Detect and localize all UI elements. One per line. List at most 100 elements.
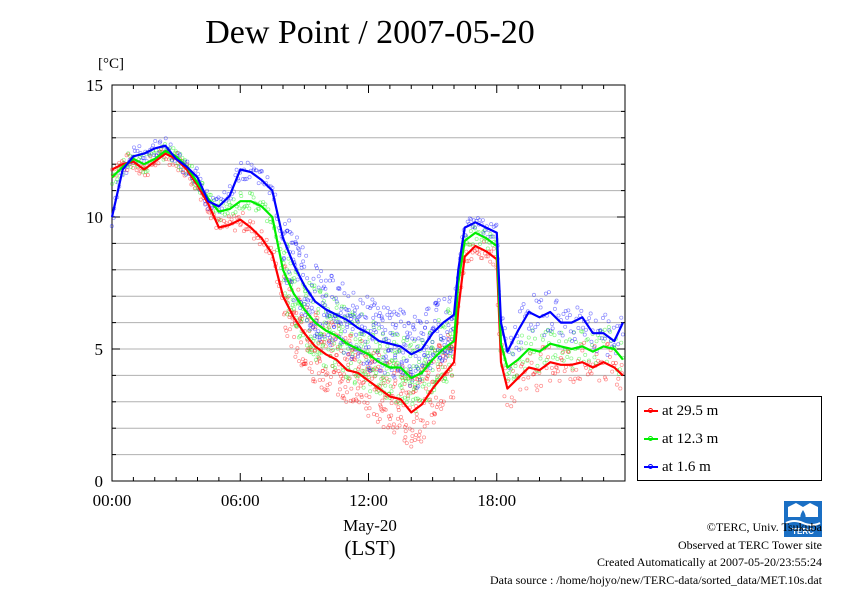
data-point — [592, 345, 597, 350]
data-point — [331, 278, 335, 283]
data-point — [124, 153, 129, 158]
data-point — [405, 358, 410, 363]
data-point — [182, 173, 187, 178]
data-point — [323, 303, 328, 308]
data-point — [619, 340, 624, 345]
data-point — [619, 362, 624, 367]
data-point — [415, 381, 420, 386]
data-point — [330, 294, 335, 299]
data-point — [405, 334, 410, 339]
data-point — [533, 370, 538, 375]
data-point — [316, 371, 321, 376]
data-point — [442, 343, 447, 347]
data-point — [336, 323, 341, 328]
data-point — [399, 369, 404, 374]
data-point — [489, 234, 494, 239]
data-point — [616, 376, 621, 381]
data-point — [329, 320, 334, 325]
data-point — [350, 348, 355, 353]
data-point — [311, 276, 316, 281]
data-point — [380, 358, 385, 362]
data-point — [205, 207, 210, 212]
data-point — [287, 294, 291, 298]
data-point — [550, 322, 555, 326]
data-point — [352, 381, 357, 386]
data-point — [357, 365, 361, 370]
data-point — [451, 395, 456, 400]
data-point — [542, 360, 547, 365]
data-point — [346, 376, 351, 381]
data-point — [386, 348, 391, 353]
data-point — [382, 378, 387, 383]
data-point — [579, 329, 584, 334]
data-point — [489, 222, 494, 227]
data-point — [366, 365, 371, 370]
data-point — [288, 261, 293, 266]
data-point — [343, 356, 347, 361]
data-point — [395, 349, 400, 354]
data-point — [510, 351, 515, 356]
data-point — [389, 347, 394, 352]
data-point — [383, 337, 388, 342]
data-point — [438, 362, 443, 367]
data-point — [171, 146, 176, 151]
data-point — [163, 157, 168, 162]
data-point — [325, 371, 330, 376]
data-point — [618, 386, 623, 391]
data-point — [189, 182, 194, 187]
data-point — [425, 374, 430, 378]
data-point — [602, 375, 607, 380]
data-point — [246, 226, 251, 231]
x-tick-label: 12:00 — [349, 491, 388, 510]
data-point — [362, 353, 367, 358]
data-point — [416, 344, 421, 348]
data-point — [560, 351, 565, 355]
data-point — [344, 399, 349, 404]
data-point — [562, 369, 567, 374]
data-point — [411, 390, 416, 395]
data-point — [430, 326, 435, 331]
data-point — [417, 433, 422, 438]
data-point — [360, 301, 365, 306]
data-point — [170, 162, 175, 167]
data-point — [294, 242, 299, 246]
data-point — [256, 206, 260, 211]
data-point — [414, 415, 419, 420]
data-point — [293, 324, 298, 328]
data-point — [308, 345, 313, 349]
data-point — [448, 395, 453, 400]
data-point — [299, 340, 303, 345]
data-point — [413, 388, 418, 393]
data-point — [384, 376, 389, 381]
data-point — [404, 400, 409, 404]
data-point — [338, 310, 343, 315]
data-point — [368, 366, 373, 371]
y-tick-label: 0 — [95, 472, 104, 491]
data-point — [428, 397, 433, 402]
data-point — [400, 371, 405, 376]
data-point — [535, 322, 540, 327]
data-point — [407, 367, 412, 372]
data-point — [380, 354, 385, 359]
data-point — [418, 418, 423, 423]
data-point — [511, 368, 515, 373]
data-point — [514, 345, 519, 350]
data-point — [580, 348, 585, 353]
data-point — [424, 312, 428, 317]
data-point — [281, 256, 286, 260]
data-point — [358, 297, 363, 302]
data-point — [516, 340, 521, 345]
data-point — [567, 337, 572, 342]
series-line-0 — [111, 152, 624, 414]
data-point — [407, 344, 412, 349]
data-point — [415, 385, 420, 390]
data-point — [364, 354, 369, 359]
data-point — [335, 345, 340, 349]
data-point — [399, 391, 403, 396]
data-point — [340, 281, 345, 286]
data-point — [352, 315, 357, 320]
chart-title: Dew Point / 2007-05-20 — [205, 14, 535, 51]
data-point — [361, 369, 366, 373]
data-point — [429, 345, 434, 350]
data-point — [419, 338, 424, 343]
